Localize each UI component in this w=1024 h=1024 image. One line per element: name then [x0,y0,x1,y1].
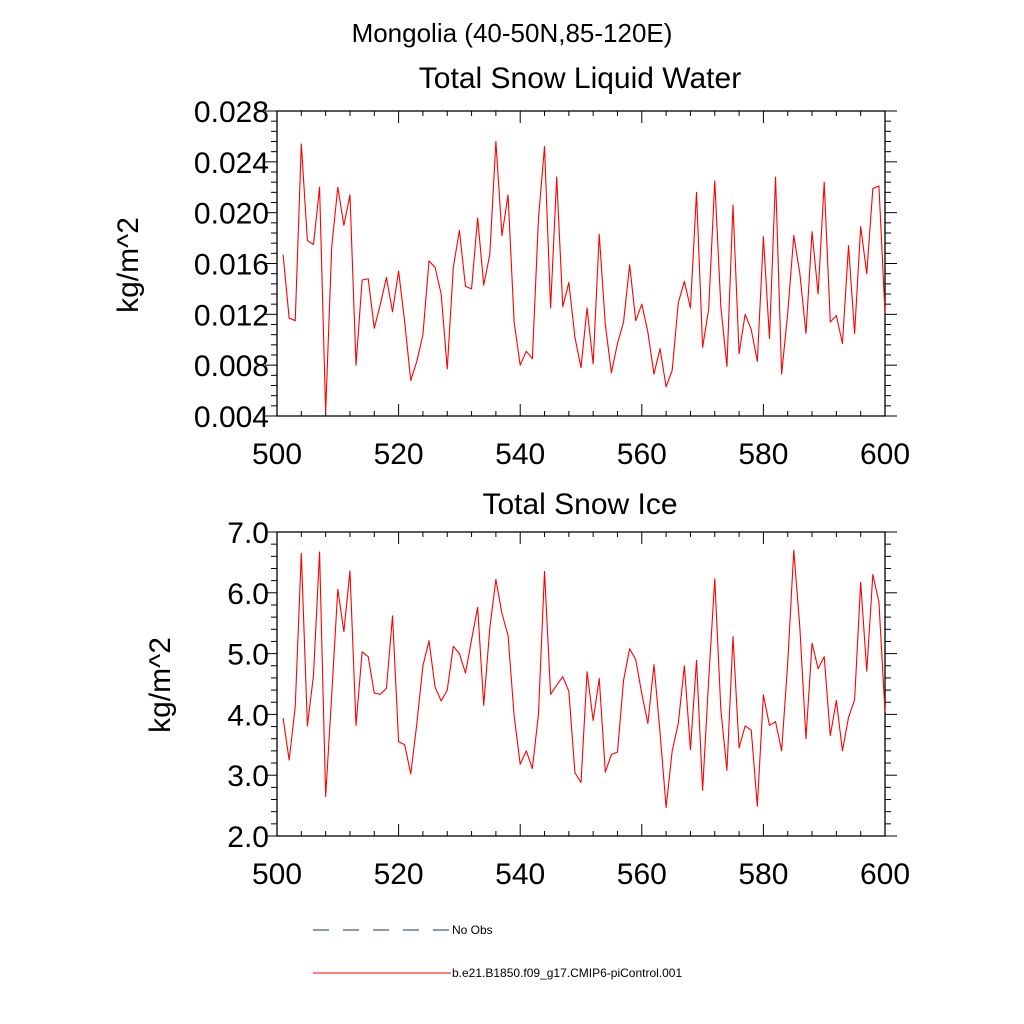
panel-snow-ice: Total Snow Ice kg/m^2 500 520 540 560 580 600… [144,488,910,891]
legend: No Obs b.e21.B1850.f09_g17.CMIP6-piContr… [313,923,682,980]
axis-ticks [265,110,897,417]
series-line-picontrol [282,140,886,413]
legend-label-no-obs: No Obs [452,923,493,937]
y-axis-label: kg/m^2 [144,637,177,733]
x-tick-label: 600 [860,438,910,471]
y-tick-label: 0.028 [194,96,269,129]
x-tick-label: 560 [617,858,667,891]
y-tick-label: 0.008 [194,350,269,383]
y-tick-label: 6.0 [227,578,269,611]
y-tick-label: 4.0 [227,699,269,732]
x-tick-label: 600 [860,858,910,891]
x-tick-label: 580 [738,858,788,891]
x-tick-label: 520 [374,438,424,471]
y-tick-label: 0.012 [194,299,269,332]
panel-title: Total Snow Liquid Water [419,62,741,95]
plot-frame [276,531,886,837]
legend-label-picontrol: b.e21.B1850.f09_g17.CMIP6-piControl.001 [452,966,682,980]
x-tick-label: 580 [738,438,788,471]
y-tick-label: 0.004 [194,401,269,434]
series-line-picontrol [282,549,886,808]
figure-title: Mongolia (40-50N,85-120E) [352,18,673,48]
y-tick-label: 0.024 [194,147,269,180]
y-tick-label: 7.0 [227,517,269,550]
axis-ticks [265,531,897,837]
y-tick-label: 0.020 [194,198,269,231]
y-axis-label: kg/m^2 [112,217,145,313]
x-tick-label: 520 [374,858,424,891]
x-tick-label: 500 [252,858,302,891]
x-tick-label: 560 [617,438,667,471]
axis-tick-labels: 500 520 540 560 580 600 2.0 3.0 4.0 5.0 6.0 7.0 [227,517,910,891]
y-tick-label: 3.0 [227,760,269,793]
series-group [282,549,886,808]
panel-title: Total Snow Ice [482,488,677,521]
x-tick-label: 500 [252,438,302,471]
y-tick-label: 5.0 [227,639,269,672]
series-group [282,140,886,413]
x-tick-label: 540 [495,438,545,471]
axis-tick-labels: 500 520 540 560 580 600 0.004 0.008 0.012 0.016 0.… [194,96,910,471]
panel-snow-liquid-water: Total Snow Liquid Water kg/m^2 500 520 540… [112,62,910,471]
y-tick-label: 2.0 [227,821,269,854]
x-tick-label: 540 [495,858,545,891]
y-tick-label: 0.016 [194,249,269,282]
